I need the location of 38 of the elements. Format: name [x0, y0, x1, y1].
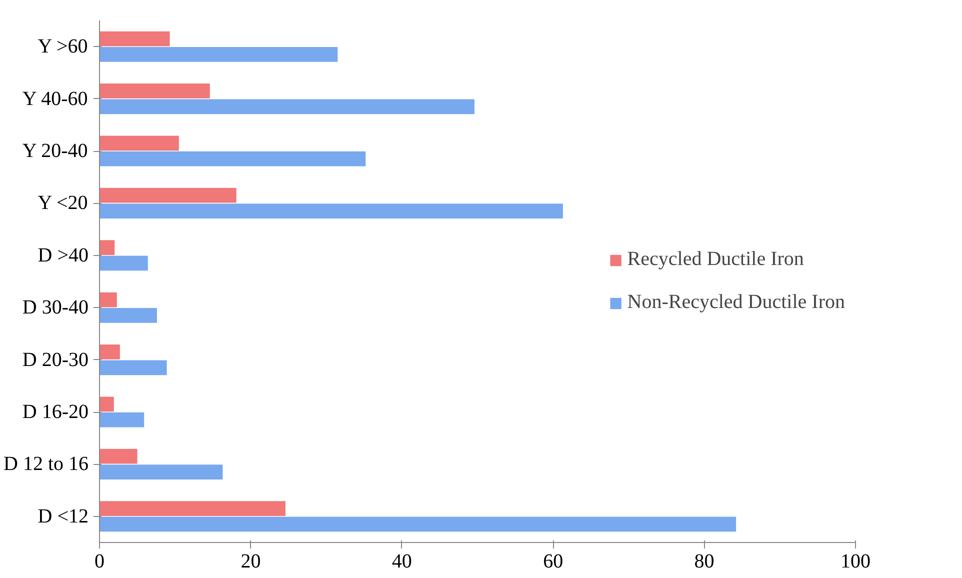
y-tick-label: D <12	[38, 505, 89, 528]
y-tick-label: Y 40-60	[22, 88, 88, 110]
bar	[100, 344, 120, 360]
y-tick-label: D 20-30	[22, 348, 89, 371]
x-tick-label: 80	[694, 550, 714, 572]
bar	[100, 240, 115, 256]
y-tick-label: D 30-40	[22, 296, 89, 319]
bar	[100, 360, 167, 376]
y-tick-label: D >40	[38, 244, 89, 266]
bar	[100, 448, 138, 464]
x-tick-label: 40	[392, 550, 412, 572]
bar	[100, 151, 366, 166]
bar	[100, 99, 474, 114]
x-tick-label: 60	[543, 550, 564, 572]
y-tick-label: D 16-20	[22, 401, 89, 423]
x-tick-label: 20	[240, 550, 261, 572]
bar	[100, 188, 236, 203]
bar	[100, 31, 170, 46]
bar	[100, 46, 338, 62]
x-tick-label: 100	[840, 550, 870, 572]
legend-label: Recycled Ductile Iron	[627, 248, 804, 271]
bar	[100, 256, 148, 271]
y-tick-label: Y <20	[38, 192, 88, 214]
bar	[100, 136, 179, 151]
bar	[100, 501, 286, 516]
bar	[100, 464, 223, 480]
bar	[100, 412, 144, 428]
x-tick-label: 0	[94, 550, 104, 572]
bar	[100, 308, 157, 323]
legend-label: Non-Recycled Ductile Iron	[627, 291, 845, 314]
bar	[100, 84, 210, 98]
bar	[100, 396, 114, 412]
bar	[100, 516, 736, 532]
bar	[100, 292, 117, 308]
y-tick-label: Y >60	[38, 36, 88, 58]
y-tick-label: Y 20-40	[22, 140, 88, 162]
y-tick-label: D 12 to 16	[4, 453, 88, 476]
bar	[100, 204, 563, 218]
